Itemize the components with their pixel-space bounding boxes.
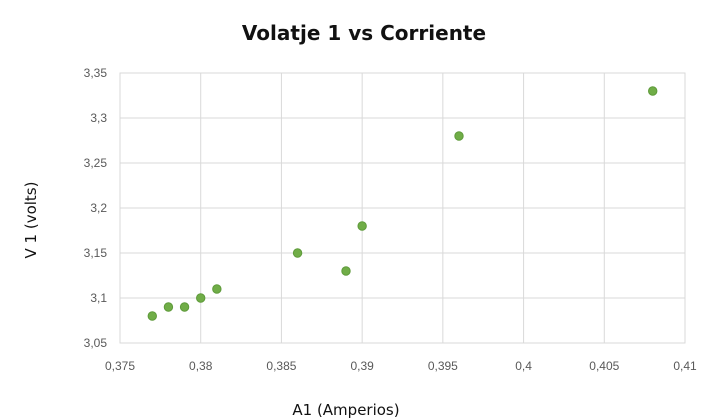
x-tick-label: 0,39 (350, 359, 374, 373)
data-point (648, 86, 658, 96)
data-point (147, 311, 157, 321)
x-tick-label: 0,4 (515, 359, 532, 373)
chart-title: Volatje 1 vs Corriente (242, 21, 486, 45)
x-tick-label: 0,395 (428, 359, 458, 373)
y-tick-label: 3,1 (90, 291, 107, 305)
x-tick-label: 0,41 (673, 359, 697, 373)
y-tick-label: 3,35 (84, 66, 108, 80)
data-point (163, 302, 174, 312)
y-tick-label: 3,25 (84, 156, 108, 170)
y-tick-label: 3,3 (90, 111, 107, 125)
data-point (212, 284, 222, 294)
data-point (196, 293, 206, 303)
data-point (179, 302, 190, 312)
y-axis-ticks: 3,05 3,1 3,15 3,2 3,25 3,3 3,35 (84, 66, 108, 350)
x-tick-label: 0,405 (589, 359, 619, 373)
data-point (357, 221, 367, 231)
y-tick-label: 3,05 (84, 336, 108, 350)
grid (119, 72, 686, 344)
data-point (341, 266, 351, 276)
y-axis-title: V 1 (volts) (22, 182, 40, 259)
x-tick-label: 0,38 (189, 359, 213, 373)
data-point (292, 248, 303, 258)
x-axis-ticks: 0,375 0,38 0,385 0,39 0,395 0,4 0,405 0,41 (105, 359, 697, 373)
x-tick-label: 0,375 (105, 359, 135, 373)
data-point (454, 131, 464, 141)
x-axis-title: A1 (Amperios) (292, 401, 399, 419)
data-points (147, 86, 658, 321)
x-tick-label: 0,385 (266, 359, 296, 373)
y-tick-label: 3,15 (84, 246, 108, 260)
y-tick-label: 3,2 (90, 201, 107, 215)
plot-area (119, 72, 686, 344)
